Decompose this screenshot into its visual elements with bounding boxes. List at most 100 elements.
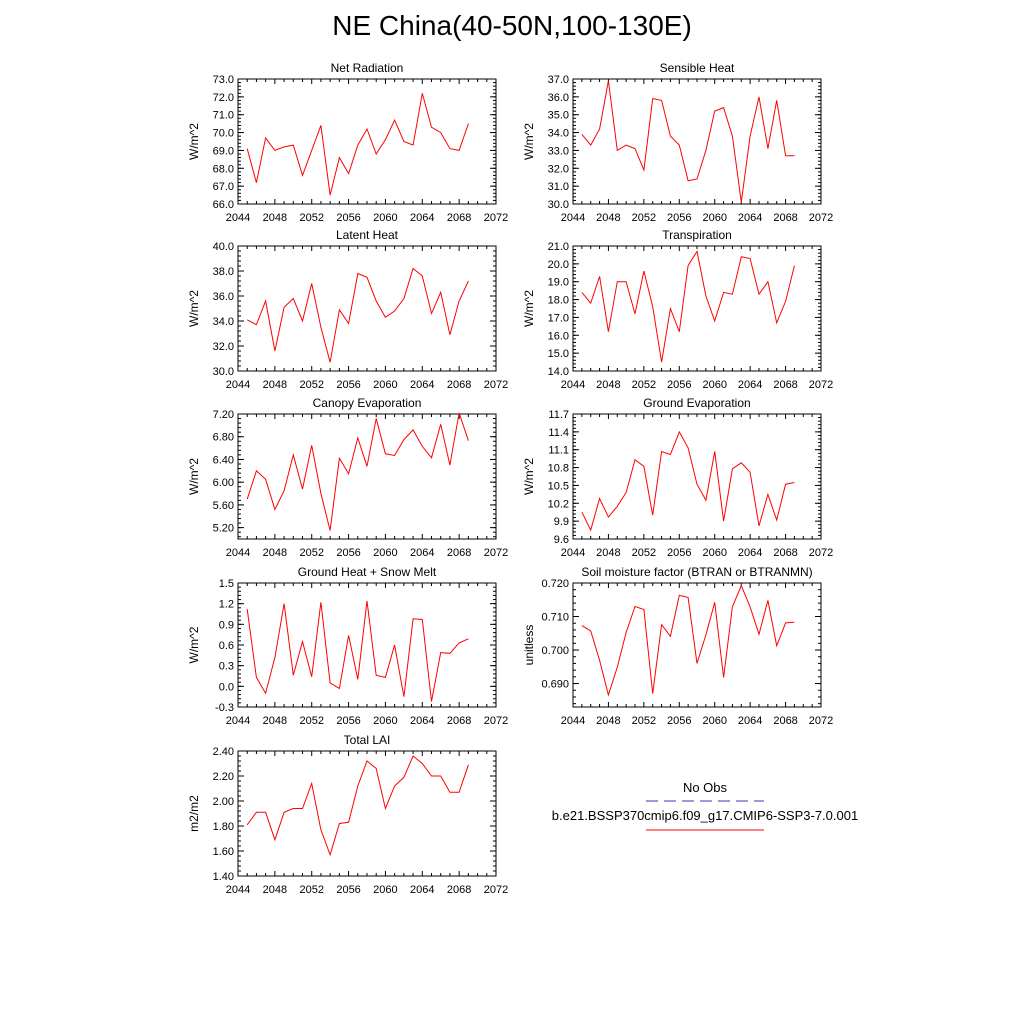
y-tick-label: 66.0	[213, 199, 234, 211]
y-tick-label: 6.80	[213, 432, 234, 444]
x-tick-label: 2064	[410, 547, 434, 559]
y-tick-label: 36.0	[548, 92, 569, 104]
x-tick-label: 2056	[336, 379, 360, 391]
panel-title: Transpiration	[662, 228, 732, 242]
y-tick-label: 38.0	[213, 266, 234, 278]
panel-title: Canopy Evaporation	[313, 396, 422, 410]
y-tick-label: 1.80	[213, 821, 234, 833]
x-tick-label: 2056	[336, 547, 360, 559]
y-tick-label: 2.20	[213, 771, 234, 783]
series-line	[246, 755, 469, 857]
x-tick-label: 2052	[299, 884, 323, 896]
x-tick-label: 2064	[738, 715, 762, 727]
y-axis-label: W/m^2	[187, 458, 201, 495]
y-tick-label: 5.20	[213, 523, 234, 535]
x-tick-label: 2044	[561, 379, 585, 391]
x-tick-label: 2072	[484, 212, 508, 224]
y-tick-label: 32.0	[548, 163, 569, 175]
y-tick-label: 70.0	[213, 128, 234, 140]
chart-panel-3: 2044 2048 2052 2056 2060 2064 2068 2072 30.0 32.0…	[187, 228, 508, 391]
y-tick-label: 36.0	[213, 291, 234, 303]
series-line	[246, 267, 469, 363]
x-tick-label: 2072	[809, 715, 833, 727]
x-tick-label: 2056	[336, 884, 360, 896]
x-tick-label: 2048	[596, 547, 620, 559]
y-axis-label: W/m^2	[187, 626, 201, 663]
x-tick-label: 2068	[447, 212, 471, 224]
y-tick-label: 30.0	[548, 199, 569, 211]
y-tick-label: 34.0	[213, 316, 234, 328]
x-tick-label: 2044	[561, 212, 585, 224]
x-tick-label: 2056	[336, 212, 360, 224]
x-tick-label: 2048	[596, 212, 620, 224]
x-tick-label: 2052	[299, 547, 323, 559]
plot-frame	[572, 245, 822, 372]
x-tick-label: 2052	[632, 212, 656, 224]
x-tick-label: 2072	[484, 379, 508, 391]
plot-frame	[237, 750, 497, 877]
x-tick-label: 2044	[226, 379, 250, 391]
y-tick-label: 72.0	[213, 92, 234, 104]
panel-title: Total LAI	[344, 733, 391, 747]
x-tick-label: 2048	[596, 715, 620, 727]
x-tick-label: 2064	[738, 212, 762, 224]
y-tick-label: 9.9	[554, 516, 569, 528]
y-tick-label: 31.0	[548, 181, 569, 193]
panel-title: Net Radiation	[331, 61, 404, 75]
y-tick-label: 35.0	[548, 110, 569, 122]
y-axis-label: W/m^2	[522, 458, 536, 495]
legend: No Obs b.e21.BSSP370cmip6.f09_g17.CMIP6-…	[552, 780, 858, 831]
series-line	[246, 412, 469, 531]
y-axis-label: m2/m2	[187, 795, 201, 832]
y-tick-label: 40.0	[213, 241, 234, 253]
x-tick-label: 2056	[336, 715, 360, 727]
chart-panel-6: 2044 2048 2052 2056 2060 2064 2068 2072 9.6 9.9 10…	[522, 396, 833, 559]
panel-title: Ground Evaporation	[643, 396, 750, 410]
x-tick-label: 2048	[263, 715, 287, 727]
x-tick-label: 2044	[561, 715, 585, 727]
y-tick-label: 20.0	[548, 259, 569, 271]
series-line	[581, 584, 795, 697]
chart-panel-1: 2044 2048 2052 2056 2060 2064 2068 2072 66.0 67.0…	[187, 61, 508, 224]
x-tick-label: 2072	[484, 715, 508, 727]
y-tick-label: 18.0	[548, 295, 569, 307]
x-tick-label: 2068	[447, 379, 471, 391]
x-tick-label: 2060	[373, 212, 397, 224]
x-tick-label: 2060	[702, 547, 726, 559]
y-tick-label: 2.00	[213, 796, 234, 808]
x-tick-label: 2068	[773, 379, 797, 391]
x-tick-label: 2044	[226, 547, 250, 559]
y-tick-label: 33.0	[548, 145, 569, 157]
y-tick-label: 2.40	[213, 746, 234, 758]
y-tick-label: 0.6	[219, 640, 234, 652]
x-tick-label: 2064	[410, 212, 434, 224]
x-tick-label: 2052	[632, 379, 656, 391]
x-tick-label: 2044	[561, 547, 585, 559]
x-tick-label: 2060	[702, 715, 726, 727]
x-tick-label: 2044	[226, 884, 250, 896]
y-tick-label: 68.0	[213, 163, 234, 175]
x-tick-label: 2064	[738, 547, 762, 559]
x-tick-label: 2064	[410, 715, 434, 727]
x-tick-label: 2052	[299, 379, 323, 391]
x-tick-label: 2072	[484, 884, 508, 896]
panel-title: Ground Heat + Snow Melt	[298, 565, 437, 579]
x-tick-label: 2068	[447, 547, 471, 559]
y-tick-label: 1.40	[213, 871, 234, 883]
x-tick-label: 2068	[447, 715, 471, 727]
y-tick-label: 6.40	[213, 454, 234, 466]
y-tick-label: 10.2	[548, 498, 569, 510]
y-tick-label: 1.60	[213, 846, 234, 858]
y-tick-label: 11.7	[548, 409, 569, 421]
x-tick-label: 2064	[410, 379, 434, 391]
y-tick-label: 30.0	[213, 366, 234, 378]
y-tick-label: 16.0	[548, 330, 569, 342]
series-line	[581, 250, 795, 363]
x-tick-label: 2060	[373, 715, 397, 727]
chart-panel-9: 2044 2048 2052 2056 2060 2064 2068 2072 1.40 1.60…	[187, 733, 508, 896]
y-tick-label: 10.5	[548, 480, 569, 492]
y-tick-label: 5.60	[213, 500, 234, 512]
plot-frame	[237, 413, 497, 540]
x-tick-label: 2048	[596, 379, 620, 391]
